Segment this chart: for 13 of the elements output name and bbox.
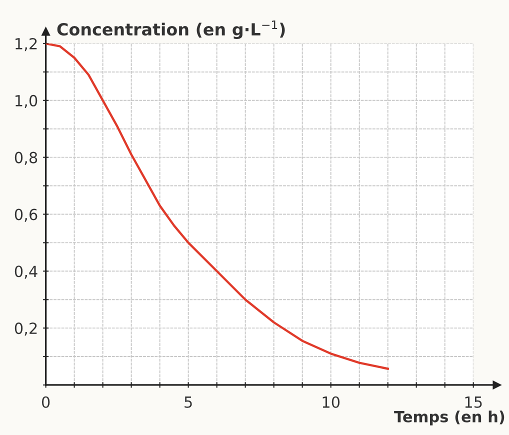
- x-axis-title: Temps (en h): [394, 410, 504, 426]
- y-tick-label: 1,0: [16, 94, 38, 108]
- y-tick-label: 0,2: [14, 322, 37, 336]
- x-tick-label: 0: [42, 396, 50, 408]
- y-tick-label: 0,4: [14, 266, 38, 279]
- y-tick-label: 1,2: [16, 38, 37, 52]
- x-tick-label: 5: [184, 396, 192, 408]
- line-series: [46, 44, 389, 370]
- y-axis-title: Concentration (en g·L$^{−1}$): [57, 20, 285, 39]
- x-tick-label: 15: [465, 396, 482, 408]
- y-tick-label: 0,8: [14, 152, 38, 165]
- x-tick-label: 10: [322, 396, 340, 408]
- y-tick-label: 0,6: [14, 208, 38, 222]
